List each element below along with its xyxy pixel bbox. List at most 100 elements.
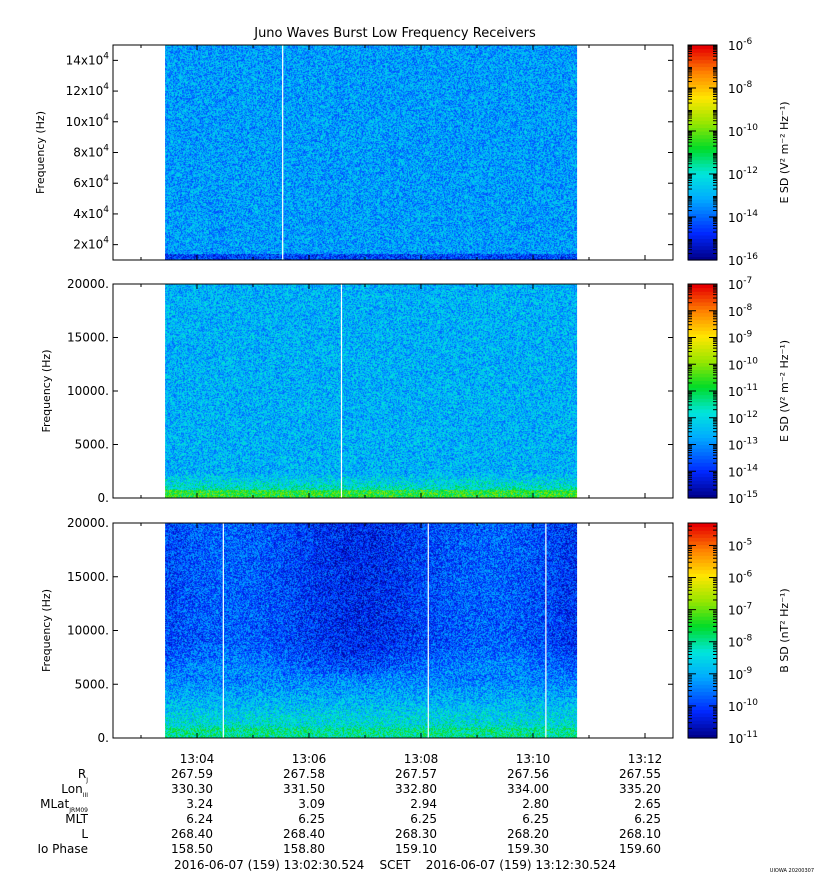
colorbar-segment xyxy=(688,373,717,378)
colorbar-segment xyxy=(688,238,717,243)
colorbar-segment xyxy=(688,709,717,714)
colorbar-segment xyxy=(688,594,717,599)
credit-label: UIOWA 20200307 xyxy=(770,868,814,874)
colorbar-segment xyxy=(688,433,717,438)
colorbar-tick-label: 10-12 xyxy=(728,166,758,182)
x-tick-label: 13:12 xyxy=(628,752,663,766)
colorbar-segment xyxy=(688,630,717,635)
time-axis: 13:04 13:06 13:08 13:10 13:12 xyxy=(180,752,663,766)
colorbar-tick-label: 10-9 xyxy=(728,666,753,682)
colorbar-segment xyxy=(688,551,717,556)
colorbar-segment xyxy=(688,448,717,453)
ephemeris-value: 331.50 xyxy=(283,782,325,796)
ephemeris-value: 2.94 xyxy=(410,797,437,811)
chart-title: Juno Waves Burst Low Frequency Receivers xyxy=(253,26,536,41)
colorbar-segment xyxy=(688,301,717,306)
colorbar-segment xyxy=(688,483,717,488)
colorbar-segment xyxy=(688,66,717,71)
colorbar-tick-label: 10-11 xyxy=(728,730,758,746)
y-tick-label: 10000. xyxy=(67,624,109,638)
colorbar-segment xyxy=(688,569,717,574)
colorbar-tick-label: 10-16 xyxy=(728,252,758,268)
colorbar-segment xyxy=(688,202,717,207)
x-tick-label: 13:06 xyxy=(292,752,327,766)
colorbar-segment xyxy=(688,163,717,168)
y-tick-label: 0. xyxy=(98,491,109,505)
colorbar-segment xyxy=(688,319,717,324)
colorbar-segment xyxy=(688,394,717,399)
colorbar-segment xyxy=(688,98,717,103)
colorbar-segment xyxy=(688,358,717,364)
colorbar-segment xyxy=(688,616,717,621)
colorbar-segment xyxy=(688,419,717,424)
x-tick-label: 13:08 xyxy=(404,752,439,766)
colorbar-segment xyxy=(688,256,717,261)
colorbar-tick-label: 10-12 xyxy=(728,410,758,426)
colorbar-segment xyxy=(688,242,717,247)
ephemeris-row-label: L xyxy=(81,827,88,841)
colorbar-segment xyxy=(688,634,717,639)
colorbar-segment xyxy=(688,734,717,739)
colorbar-tick-label: 10-11 xyxy=(728,383,758,399)
colorbar-tick-label: 10-7 xyxy=(728,276,752,292)
colorbar-segment xyxy=(688,473,717,478)
ephemeris-value: 268.40 xyxy=(171,827,213,841)
colorbar-segment xyxy=(688,544,717,549)
colorbar-segment xyxy=(688,727,717,732)
spectrogram-image xyxy=(165,523,578,738)
colorbar-segment xyxy=(688,298,717,303)
colorbar-segment xyxy=(688,120,717,125)
ephemeris-value: 158.80 xyxy=(283,842,325,856)
colorbar-segment xyxy=(688,540,717,546)
colorbar-segment xyxy=(688,305,717,310)
colorbar-segment xyxy=(688,626,717,632)
ephemeris-value: 159.60 xyxy=(619,842,661,856)
colorbar-segment xyxy=(688,362,717,367)
colorbar-segment xyxy=(688,526,717,531)
colorbar-segment xyxy=(688,583,717,589)
colorbar-segment xyxy=(688,451,717,456)
colorbar-segment xyxy=(688,698,717,703)
colorbar-tick-label: 10-15 xyxy=(728,490,758,506)
colorbar-segment xyxy=(688,669,717,675)
colorbar-tick-label: 10-14 xyxy=(728,209,758,225)
y-axis-label: Frequency (Hz) xyxy=(40,350,53,433)
colorbar-tick-label: 10-13 xyxy=(728,437,758,453)
colorbar-segment xyxy=(688,680,717,685)
colorbar-segment xyxy=(688,523,717,528)
colorbar: 10-16 10-14 10-12 10-10 10-8 10-6 E SD (V² m⁻²… xyxy=(687,37,791,268)
y-tick-label: 4x104 xyxy=(73,205,109,221)
colorbar-tick-label: 10-9 xyxy=(728,330,753,346)
colorbar-segment xyxy=(688,291,717,296)
colorbar-segment xyxy=(688,312,717,317)
colorbar-tick-label: 10-8 xyxy=(728,80,753,96)
colorbar-segment xyxy=(688,376,717,381)
colorbar-segment xyxy=(688,109,717,114)
colorbar-segment xyxy=(688,609,717,614)
colorbar-segment xyxy=(688,231,717,236)
colorbar-tick-label: 10-5 xyxy=(728,537,752,553)
colorbar-segment xyxy=(688,601,717,607)
ephemeris-value: 6.25 xyxy=(522,812,549,826)
colorbar-segment xyxy=(688,95,717,100)
colorbar-tick-label: 10-6 xyxy=(728,37,753,53)
colorbar-segment xyxy=(688,348,717,353)
colorbar-segment xyxy=(688,131,717,136)
colorbar-segment xyxy=(688,80,717,86)
y-tick-label: 15000. xyxy=(67,570,109,584)
colorbar-segment xyxy=(688,102,717,107)
colorbar-segment xyxy=(688,287,717,292)
colorbar-segment xyxy=(688,59,717,64)
colorbar-segment xyxy=(688,444,717,449)
colorbar-segment xyxy=(688,316,717,321)
colorbar-segment xyxy=(688,181,717,186)
colorbar-tick-label: 10-8 xyxy=(728,303,753,319)
colorbar-segment xyxy=(688,705,717,710)
ephemeris-value: 267.59 xyxy=(171,767,213,781)
colorbar-segment xyxy=(688,70,717,75)
colorbar-segment xyxy=(688,73,717,78)
y-tick-label: 10000. xyxy=(67,384,109,398)
colorbar-segment xyxy=(688,252,717,258)
colorbar-segment xyxy=(688,213,717,218)
colorbar-segment xyxy=(688,152,717,157)
